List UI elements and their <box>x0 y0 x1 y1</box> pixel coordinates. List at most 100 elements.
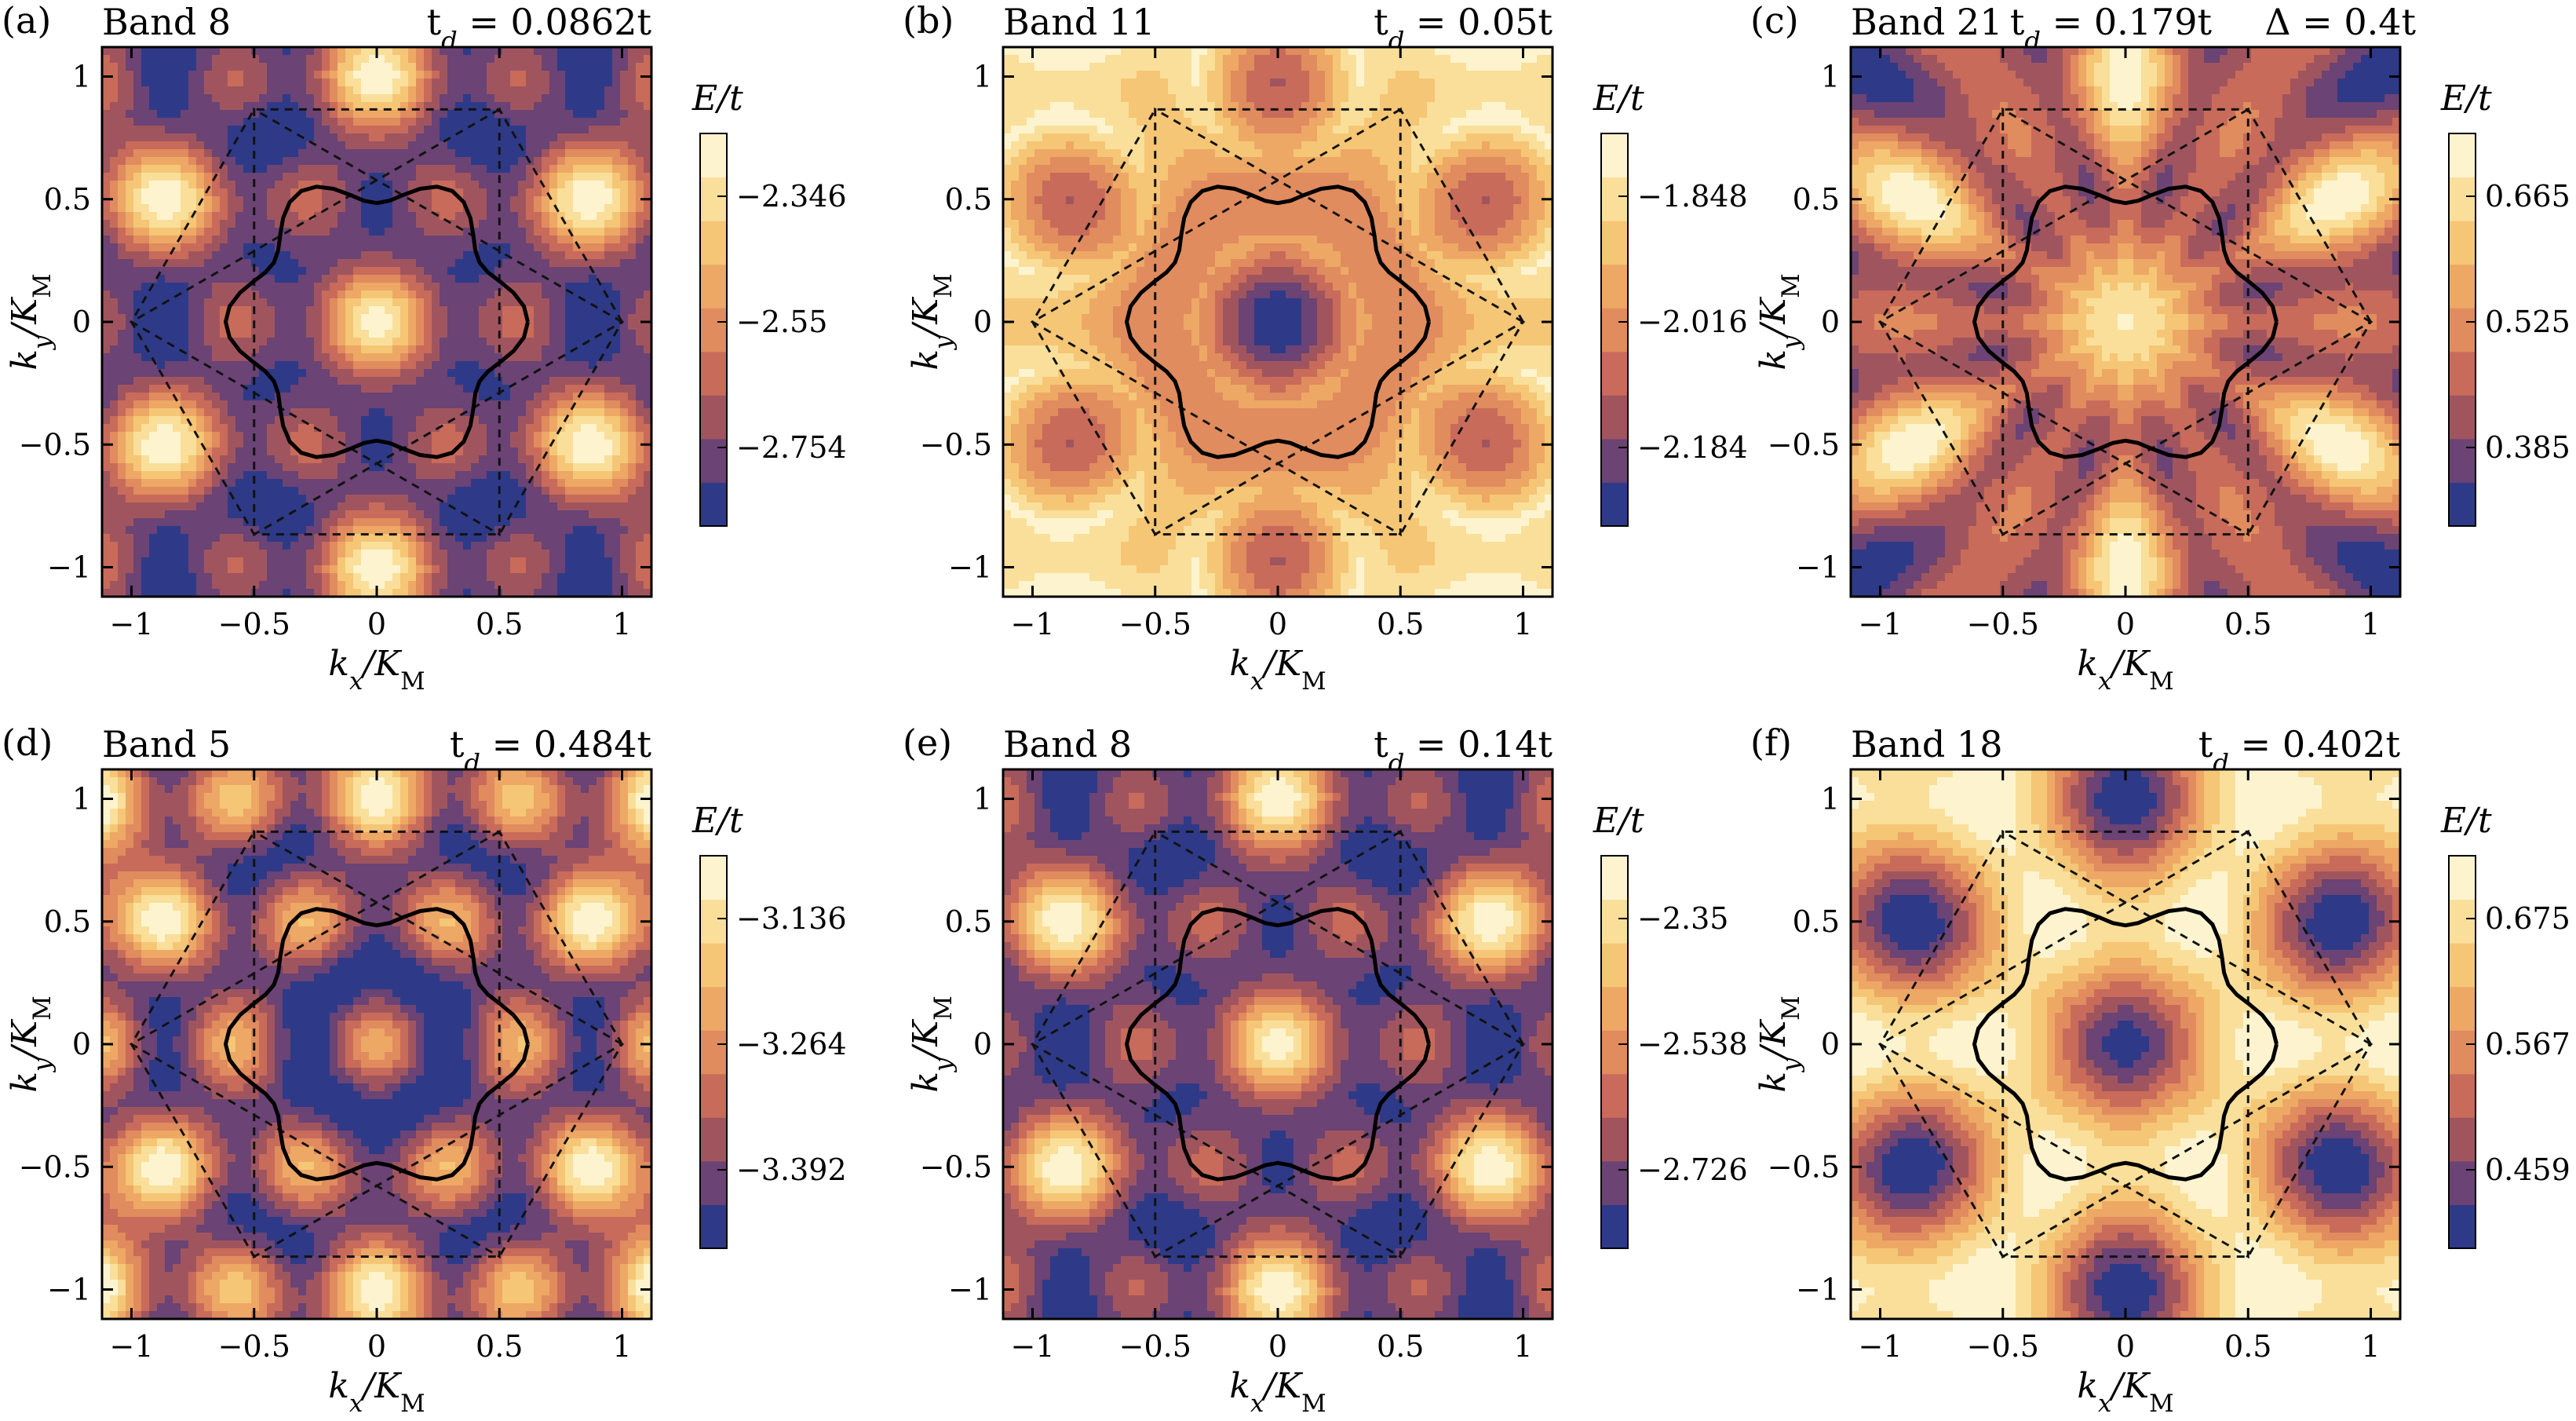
contour-cell <box>455 463 464 472</box>
contour-cell <box>557 385 566 393</box>
contour-cell <box>526 330 535 338</box>
contour-cell <box>149 55 158 64</box>
contour-cell <box>510 259 519 268</box>
contour-cell <box>479 510 487 519</box>
contour-cell <box>243 102 252 111</box>
contour-cell <box>502 447 511 456</box>
contour-cell <box>126 495 134 503</box>
contour-cell <box>581 455 589 464</box>
contour-cell <box>361 157 370 166</box>
contour-cell <box>188 165 197 174</box>
contour-cell <box>557 455 566 464</box>
contour-cell <box>188 416 197 425</box>
contour-cell <box>479 63 487 71</box>
contour-cell <box>557 283 566 291</box>
contour-cell <box>338 306 346 315</box>
contour-cell <box>267 141 275 150</box>
contour-cell <box>502 314 511 323</box>
contour-cell <box>424 455 432 464</box>
contour-cell <box>471 361 480 370</box>
contour-cell <box>440 495 448 503</box>
contour-cell <box>408 314 417 323</box>
contour-cell <box>440 243 448 252</box>
contour-cell <box>510 542 519 550</box>
contour-cell <box>604 495 613 503</box>
contour-cell <box>369 86 378 95</box>
contour-cell <box>549 345 558 354</box>
contour-cell <box>432 149 440 158</box>
contour-cell <box>181 424 189 433</box>
contour-cell <box>298 290 307 299</box>
contour-cell <box>542 408 550 417</box>
contour-cell <box>181 259 189 268</box>
contour-cell <box>165 141 173 150</box>
contour-cell <box>188 487 197 495</box>
contour-cell <box>275 526 283 535</box>
contour-cell <box>557 86 566 95</box>
contour-cell <box>494 196 503 205</box>
contour-cell <box>612 55 621 64</box>
contour-cell <box>644 408 652 417</box>
contour-cell <box>102 393 111 401</box>
contour-cell <box>494 283 503 291</box>
contour-cell <box>432 133 440 142</box>
contour-cell <box>173 86 181 95</box>
contour-cell <box>471 259 480 268</box>
contour-cell <box>424 369 432 378</box>
contour-cell <box>542 290 550 299</box>
contour-cell <box>361 565 370 574</box>
contour-cell <box>487 133 495 142</box>
contour-cell <box>644 212 652 221</box>
contour-cell <box>196 141 205 150</box>
contour-cell <box>220 534 228 542</box>
contour-cell <box>542 330 550 338</box>
contour-cell <box>345 243 354 252</box>
contour-cell <box>196 408 205 417</box>
contour-cell <box>636 557 644 566</box>
contour-cell <box>306 338 315 346</box>
contour-cell <box>604 424 613 433</box>
contour-cell <box>432 173 440 181</box>
contour-cell <box>157 55 166 64</box>
contour-cell <box>549 259 558 268</box>
contour-cell <box>628 502 637 511</box>
contour-cell <box>228 432 236 440</box>
contour-cell <box>581 228 589 236</box>
contour-cell <box>267 581 275 590</box>
contour-cell <box>345 173 354 181</box>
contour-cell <box>455 251 464 260</box>
contour-cell <box>573 495 582 503</box>
contour-cell <box>518 510 527 519</box>
contour-cell <box>471 133 480 142</box>
contour-cell <box>424 236 432 244</box>
contour-cell <box>440 165 448 174</box>
contour-cell <box>440 283 448 291</box>
contour-cell <box>196 86 205 95</box>
contour-cell <box>581 157 589 166</box>
contour-cell <box>510 385 519 393</box>
contour-cell <box>361 534 370 542</box>
contour-cell <box>565 243 574 252</box>
contour-cell <box>338 275 346 283</box>
contour-cell <box>463 165 472 174</box>
contour-cell <box>589 173 597 181</box>
contour-cell <box>385 110 393 119</box>
contour-cell <box>110 94 119 103</box>
contour-cell <box>251 86 260 95</box>
contour-cell <box>510 165 519 174</box>
contour-cell <box>400 290 409 299</box>
contour-cell <box>157 322 166 331</box>
contour-cell <box>212 47 221 56</box>
contour-cell <box>408 479 417 488</box>
contour-cell <box>542 141 550 150</box>
contour-cell <box>188 463 197 472</box>
contour-cell <box>157 534 166 542</box>
contour-cell <box>447 204 456 213</box>
contour-cell <box>353 487 362 495</box>
contour-cell <box>267 188 275 197</box>
contour-cell <box>196 126 205 134</box>
contour-cell <box>212 385 221 393</box>
contour-cell <box>447 557 456 566</box>
contour-cell <box>228 573 236 582</box>
contour-cell <box>479 133 487 142</box>
